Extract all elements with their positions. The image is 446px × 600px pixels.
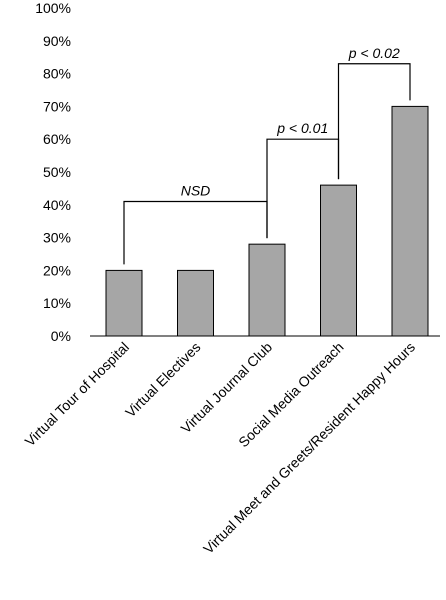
y-tick-label: 100% — [35, 0, 71, 16]
significance-label: p < 0.02 — [348, 45, 400, 61]
significance-bracket — [337, 63, 411, 180]
bar — [177, 269, 214, 337]
y-tick-label: 40% — [43, 197, 71, 213]
significance-label: p < 0.01 — [276, 120, 328, 136]
significance-brackets: NSD p < 0.01 p < 0.02 — [123, 45, 411, 265]
bar — [248, 243, 286, 337]
y-axis-ticks: 0% 10% 20% 30% 40% 50% 60% 70% 80% 90% 100% — [35, 0, 71, 344]
y-tick-label: 30% — [43, 230, 71, 246]
y-tick-label: 60% — [43, 131, 71, 147]
bar — [105, 269, 143, 337]
bars — [105, 105, 429, 337]
y-tick-label: 20% — [43, 262, 71, 278]
significance-bracket — [123, 200, 268, 265]
y-tick-label: 90% — [43, 33, 71, 49]
bar — [391, 105, 429, 337]
significance-label: NSD — [181, 183, 211, 199]
x-category-label: Virtual Tour of Hospital — [22, 339, 133, 450]
y-tick-label: 70% — [43, 98, 71, 114]
x-category-label: Virtual Electives — [122, 339, 204, 421]
y-tick-label: 50% — [43, 164, 71, 180]
y-tick-label: 0% — [51, 328, 71, 344]
y-tick-label: 80% — [43, 66, 71, 82]
y-tick-label: 10% — [43, 295, 71, 311]
bar — [320, 184, 357, 337]
